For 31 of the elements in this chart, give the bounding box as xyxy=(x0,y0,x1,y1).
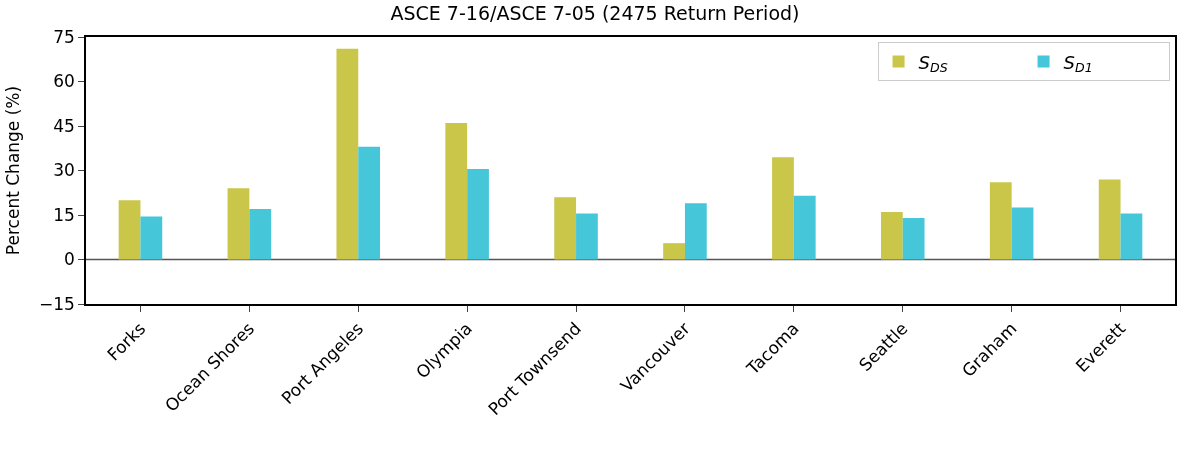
y-tick-label: 30 xyxy=(53,160,75,181)
bar xyxy=(1098,179,1121,260)
chart-title: ASCE 7-16/ASCE 7-05 (2475 Return Period) xyxy=(390,2,800,25)
bar xyxy=(663,243,685,260)
bar xyxy=(227,188,250,260)
bar xyxy=(118,200,141,260)
y-tick-label: 15 xyxy=(53,204,75,225)
bar xyxy=(989,182,1012,260)
y-tick-label: −15 xyxy=(38,293,75,314)
bar xyxy=(467,169,489,260)
legend-label: S$_{D1}$ xyxy=(1063,51,1093,76)
y-tick-label: 0 xyxy=(64,249,75,270)
bar xyxy=(902,217,925,260)
bar xyxy=(140,216,163,260)
y-tick-label: 60 xyxy=(53,71,75,92)
bar xyxy=(249,209,272,260)
bar xyxy=(576,213,598,260)
bar xyxy=(793,195,816,260)
bar xyxy=(772,157,794,260)
bar xyxy=(1120,213,1143,260)
bar xyxy=(880,212,903,260)
bar xyxy=(554,197,577,260)
bar xyxy=(684,203,707,260)
bar xyxy=(1011,207,1034,260)
bar xyxy=(445,123,468,260)
legend-label: S$_{DS}$ xyxy=(918,51,948,76)
y-axis-title: Percent Change (%) xyxy=(3,85,24,256)
y-tick-label: 75 xyxy=(53,26,75,47)
y-tick-label: 45 xyxy=(53,115,75,136)
bar xyxy=(336,48,359,260)
bar xyxy=(358,146,381,260)
